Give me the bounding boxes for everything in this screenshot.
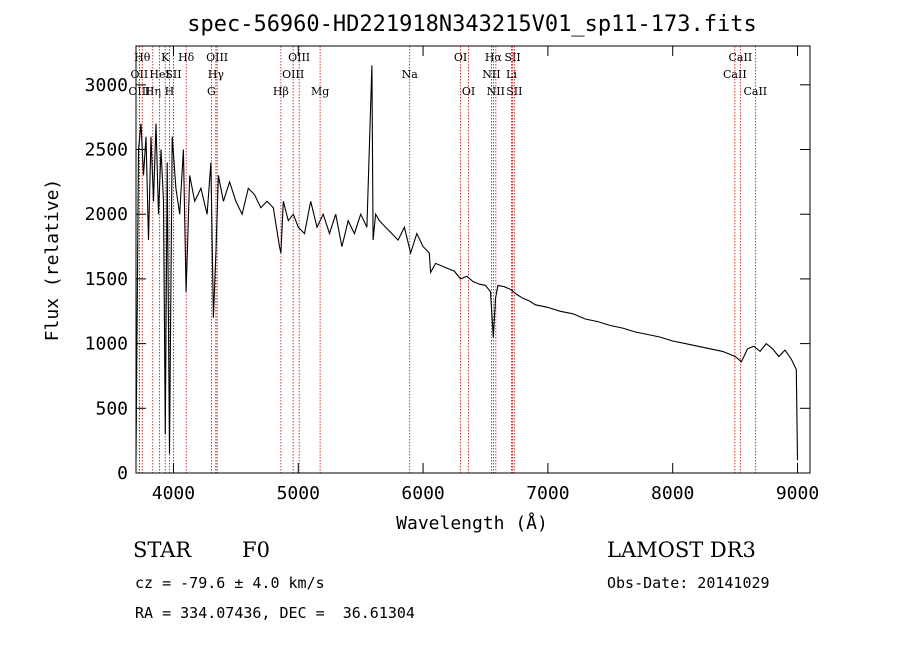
x-tick-label: 4000 (152, 483, 195, 504)
line-label: SII (165, 68, 181, 81)
line-label: Hθ (134, 51, 151, 64)
x-tick-label: 7000 (526, 483, 569, 504)
x-tick-label: 9000 (776, 483, 819, 504)
object-subclass: F0 (242, 538, 270, 562)
line-label: OI (462, 85, 475, 98)
chart-title: spec-56960-HD221918N343215V01_sp11-173.f… (187, 12, 757, 37)
line-label: OI (454, 51, 467, 64)
axes-layer: 4000 5000 6000 7000 8000 9000 0 500 1000 1500 2000… (85, 45, 819, 504)
x-tick-label: 8000 (651, 483, 694, 504)
line-label: G (207, 85, 216, 98)
line-label: SII (506, 85, 522, 98)
line-label: NII (482, 68, 500, 81)
x-tick-label: 5000 (277, 483, 320, 504)
velocity-readout: cz = -79.6 ± 4.0 km/s (135, 574, 325, 592)
line-label: Mg (311, 85, 329, 98)
survey-name: LAMOST DR3 (607, 538, 756, 562)
line-label: Hβ (273, 85, 289, 98)
line-label: CaII (723, 68, 747, 81)
line-label: HeI (149, 68, 169, 81)
x-tick-label: 6000 (401, 483, 444, 504)
spectrum-line (135, 65, 799, 461)
line-label: Hη (145, 85, 161, 98)
line-label: OIII (206, 51, 228, 64)
y-tick-label: 2500 (85, 140, 128, 161)
line-label: CaII (743, 85, 767, 98)
line-label: K (161, 51, 170, 64)
y-axis-label: Flux (relative) (42, 179, 63, 342)
coordinates: RA = 334.07436, DEC = 36.61304 (135, 604, 415, 622)
line-label: OIII (288, 51, 310, 64)
plot-frame (135, 45, 811, 474)
line-label: OIII (128, 85, 150, 98)
line-label: SII (504, 51, 520, 64)
line-label: Li (506, 68, 517, 81)
obs-date: Obs-Date: 20141029 (607, 574, 770, 592)
object-class: STAR (133, 538, 192, 562)
line-label: Na (402, 68, 419, 81)
line-label: H (165, 85, 175, 98)
line-label: Hγ (208, 68, 225, 81)
line-label: OIII (282, 68, 304, 81)
line-label: Hδ (178, 51, 195, 64)
series-layer (135, 65, 799, 461)
y-tick-label: 3000 (85, 75, 128, 96)
y-tick-label: 0 (117, 463, 128, 484)
y-tick-label: 1000 (85, 334, 128, 355)
y-tick-label: 2000 (85, 204, 128, 225)
y-tick-label: 500 (95, 398, 128, 419)
y-tick-label: 1500 (85, 269, 128, 290)
line-label: CaII (729, 51, 753, 64)
line-label: NII (487, 85, 505, 98)
line-label: Hα (485, 51, 503, 64)
x-axis-label: Wavelength (Å) (396, 512, 548, 534)
